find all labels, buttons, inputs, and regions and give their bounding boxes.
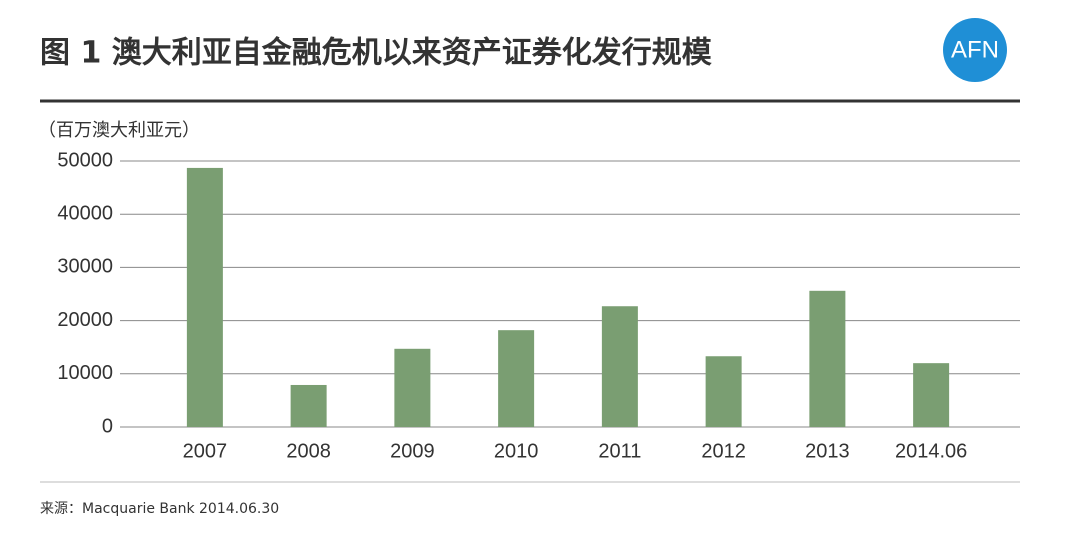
x-tick-label: 2009 <box>390 440 435 462</box>
logo-circle <box>943 18 1007 82</box>
bar <box>290 384 327 427</box>
x-tick-label: 2008 <box>286 440 331 462</box>
chart-title: 图 1 澳大利亚自金融危机以来资产证券化发行规模 <box>40 36 712 71</box>
x-tick-label: 2012 <box>701 440 746 462</box>
bar <box>394 348 431 427</box>
bar <box>913 363 950 427</box>
x-tick-label: 2011 <box>598 440 641 462</box>
x-tick-label: 2010 <box>494 440 539 462</box>
y-tick-label: 40000 <box>57 202 113 224</box>
y-tick-label: 0 <box>102 415 113 437</box>
bar <box>705 356 742 427</box>
x-tick-label: 2013 <box>805 440 850 462</box>
y-tick-label: 50000 <box>57 149 113 171</box>
y-axis-label: （百万澳大利亚元） <box>38 120 200 141</box>
bar <box>601 306 638 427</box>
x-tick-label: 2014.06 <box>895 440 967 462</box>
source: 来源：Macquarie Bank 2014.06.30 <box>40 501 279 517</box>
bar <box>809 290 846 427</box>
y-tick-label: 10000 <box>57 362 113 384</box>
logo: AFN <box>951 36 999 63</box>
bar <box>498 330 535 427</box>
y-tick-label: 30000 <box>57 256 113 278</box>
x-tick-label: 2007 <box>183 440 228 462</box>
y-tick-label: 20000 <box>57 309 113 331</box>
bar <box>186 167 223 427</box>
